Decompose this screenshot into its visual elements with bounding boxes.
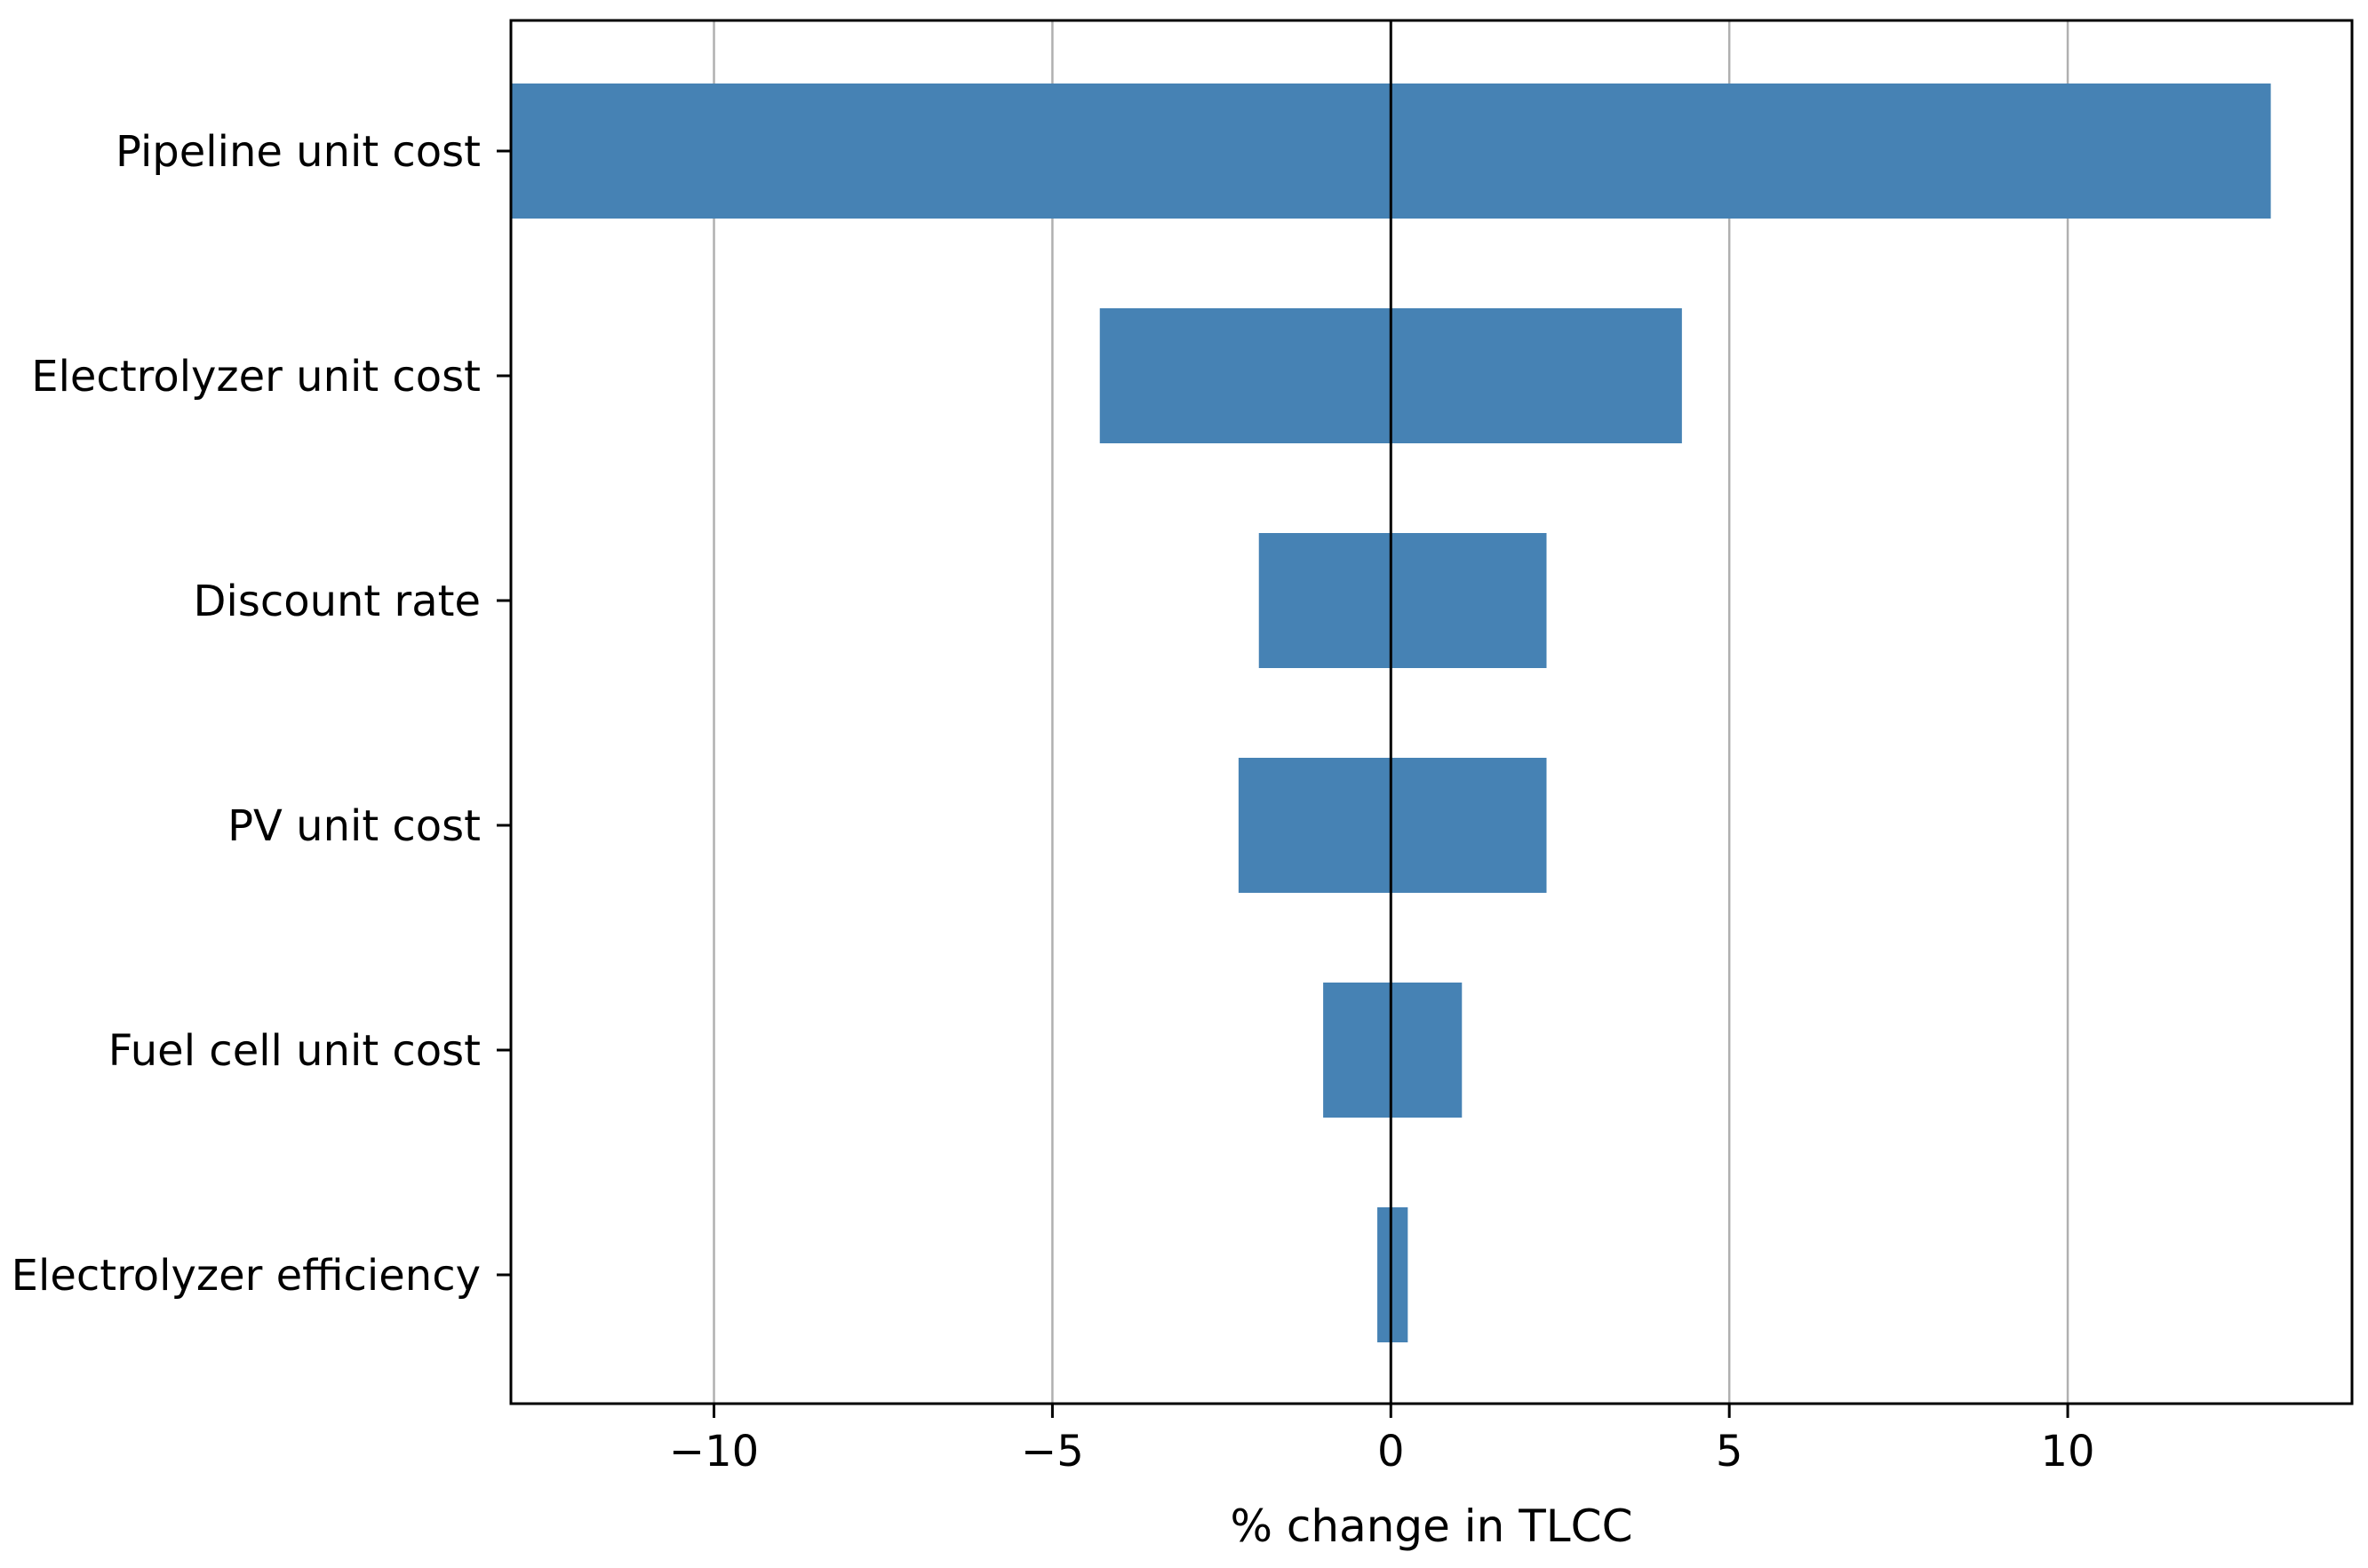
- x-tick-label: 10: [2041, 1427, 2095, 1476]
- category-label: Pipeline unit cost: [116, 127, 481, 177]
- grid-layer: [713, 20, 2069, 1404]
- bar-high: [1391, 84, 2271, 219]
- bar-high: [1391, 533, 1547, 668]
- bar-low: [511, 84, 1391, 219]
- bar-low: [1238, 758, 1391, 893]
- category-label: Fuel cell unit cost: [108, 1026, 481, 1076]
- plot-frame: [509, 19, 2354, 1405]
- bar-high: [1391, 983, 1463, 1118]
- bar-low: [1377, 1207, 1391, 1342]
- category-label: PV unit cost: [227, 801, 481, 851]
- bar-high: [1391, 1207, 1408, 1342]
- bar-low: [1323, 983, 1391, 1118]
- bar-high: [1391, 758, 1547, 893]
- category-label: Electrolyzer unit cost: [31, 352, 481, 402]
- x-tick-label: −10: [669, 1427, 759, 1476]
- x-axis-label: % change in TLCC: [1230, 1500, 1632, 1552]
- x-tick-label: 5: [1716, 1427, 1743, 1476]
- bar-high: [1391, 308, 1682, 443]
- x-tick-label: −5: [1021, 1427, 1084, 1476]
- bar-low: [1099, 308, 1391, 443]
- bar-low: [1258, 533, 1391, 668]
- y-tick-layer: Pipeline unit cost Electrolyzer unit cost…: [12, 127, 511, 1301]
- category-label: Discount rate: [194, 577, 481, 626]
- category-label: Electrolyzer efficiency: [12, 1251, 481, 1301]
- bars-layer: [511, 84, 2271, 1342]
- x-tick-layer: −10 −5 0 5 10: [669, 1404, 2095, 1476]
- x-tick-label: 0: [1377, 1427, 1405, 1476]
